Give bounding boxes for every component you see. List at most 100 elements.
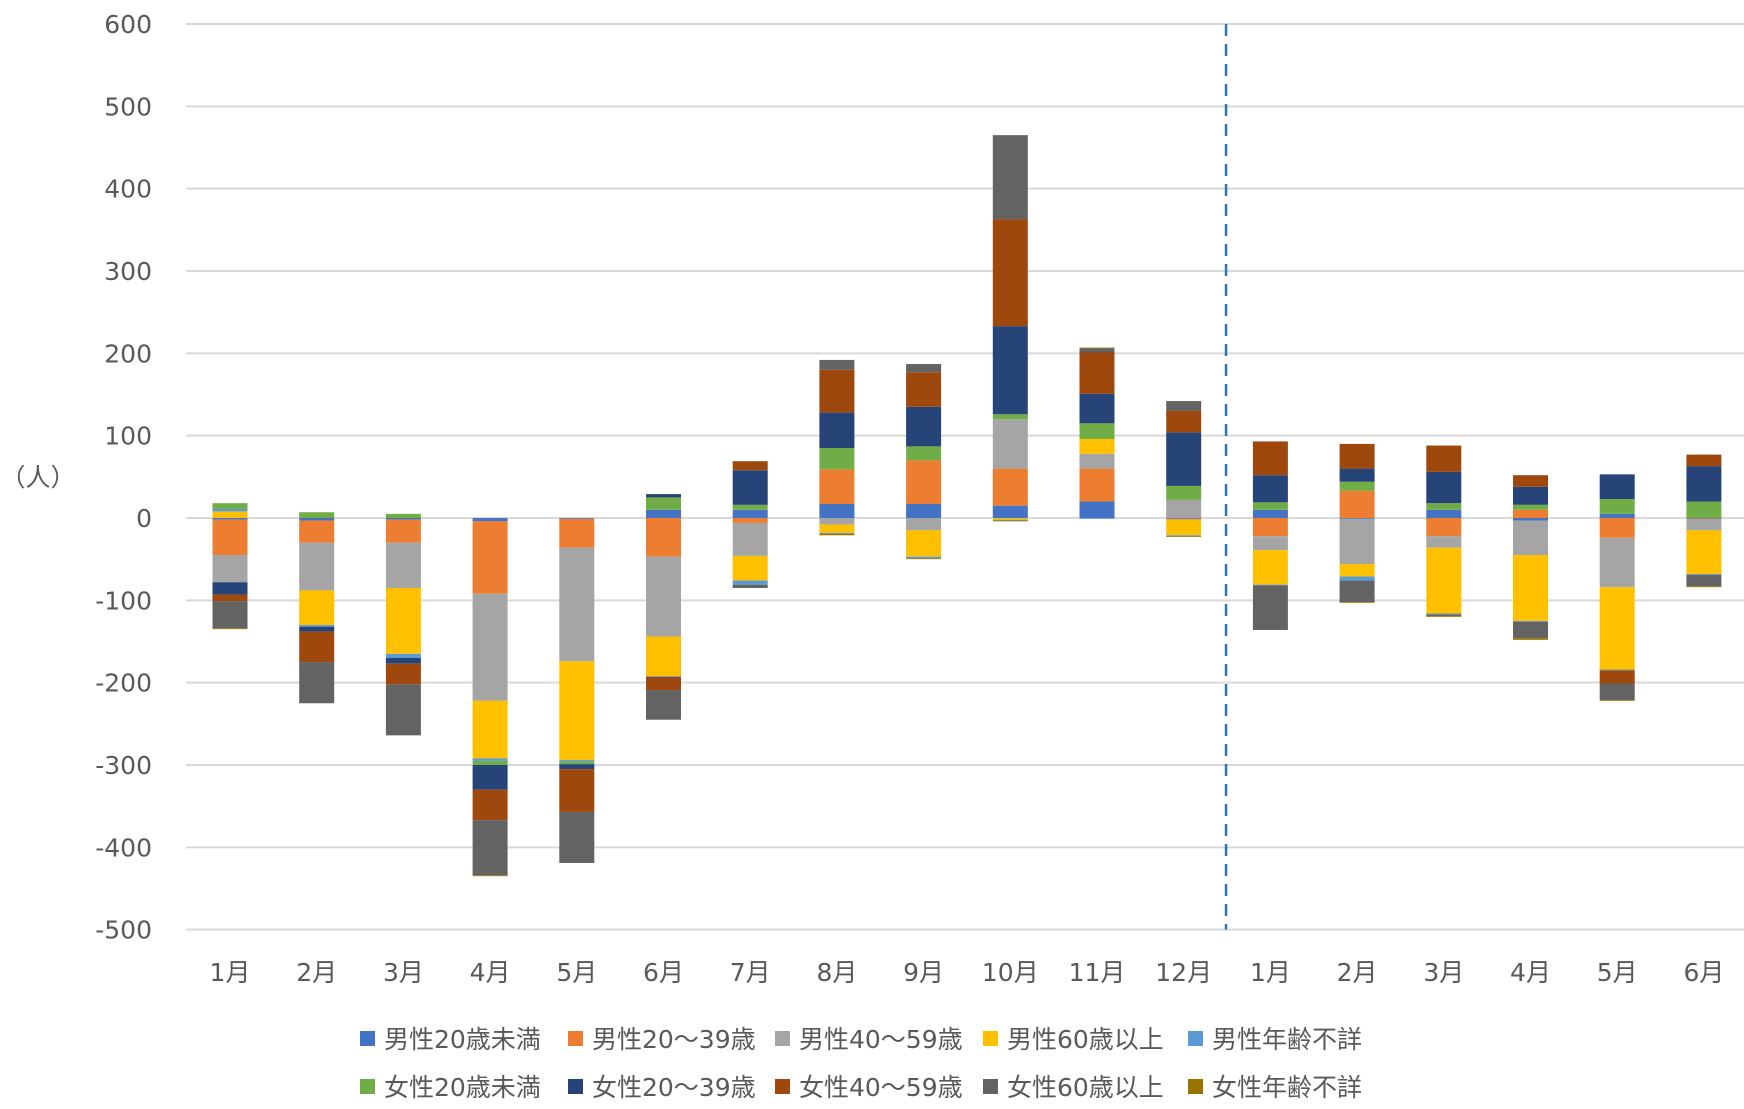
bar-segment (559, 518, 595, 548)
bar-segment (299, 520, 335, 543)
bar-segment (385, 513, 421, 518)
bar-segment (212, 503, 248, 509)
x-tick-label: 7月 (730, 958, 771, 987)
bar-segment (472, 789, 508, 821)
x-tick-label: 6月 (643, 958, 684, 987)
bar-segment (646, 509, 681, 518)
bar-segment (559, 661, 595, 761)
bar-segment (299, 626, 335, 632)
bar-segment (992, 326, 1028, 415)
bar-segment (299, 631, 335, 663)
bar-segment (819, 369, 855, 413)
y-tick-label: -500 (95, 916, 152, 945)
bar-segment (1599, 513, 1635, 518)
bar-segment (1252, 584, 1288, 586)
y-tick-label: -400 (95, 833, 152, 862)
legend-swatch (983, 1079, 998, 1094)
bar-segment (212, 519, 248, 556)
bar-segment (1426, 615, 1462, 617)
bar-segment (646, 636, 681, 677)
bar-segment (299, 518, 335, 521)
bar-segment (1599, 499, 1635, 514)
legend-swatch (1188, 1031, 1203, 1046)
legend-label: 男性60歳以上 (1007, 1025, 1164, 1054)
bar-segment (1426, 471, 1462, 504)
bar-segment (385, 657, 421, 664)
bar-segment (819, 532, 855, 534)
y-tick-label: -300 (95, 751, 152, 780)
bar-segment (646, 676, 681, 691)
bar-segment (819, 448, 855, 470)
bar-segment (299, 542, 335, 591)
x-tick-label: 9月 (903, 958, 944, 987)
bar-segment (1079, 518, 1115, 519)
bar-segment (299, 662, 335, 704)
bar-segment (1079, 347, 1115, 349)
bar-segment (1426, 613, 1462, 615)
bar-segment (732, 518, 768, 523)
bar-segment (1426, 614, 1462, 616)
bar-segment (646, 690, 681, 720)
bar-segment (1166, 519, 1202, 536)
x-tick-label: 1月 (210, 958, 251, 987)
bar-segment (385, 519, 421, 543)
bar-segment (1166, 535, 1202, 537)
legend-label: 男性年齢不詳 (1212, 1025, 1362, 1054)
bar-segment (299, 512, 335, 518)
bar-segment (472, 875, 508, 877)
legend-label: 女性年齢不詳 (1212, 1073, 1362, 1102)
bar-segment (559, 764, 595, 770)
bar-segment (1513, 518, 1548, 521)
legend-swatch (1188, 1079, 1203, 1094)
bar-segment (385, 518, 421, 520)
bar-segment (732, 461, 768, 471)
bar-segment (906, 530, 942, 557)
bar-segment (992, 414, 1028, 420)
bar-segment (559, 811, 595, 863)
legend-swatch (360, 1079, 375, 1094)
bar-segment (992, 419, 1028, 469)
y-tick-label: 500 (104, 92, 152, 121)
legend-swatch (568, 1031, 583, 1046)
bar-segment (992, 518, 1028, 520)
bar-segment (906, 460, 942, 505)
bar-segment (646, 494, 681, 498)
bar-segment (1513, 509, 1548, 518)
legend-swatch (568, 1079, 583, 1094)
bar-segment (1599, 474, 1635, 500)
bar-segment (1513, 621, 1548, 639)
y-tick-label: -100 (95, 586, 152, 615)
bar-segment (992, 135, 1028, 220)
bar-segment (1252, 536, 1288, 551)
bar-segment (385, 542, 421, 588)
bar-segment (1686, 574, 1722, 587)
y-tick-label: 100 (104, 422, 152, 451)
legend-swatch (983, 1031, 998, 1046)
bar-segment (1599, 587, 1635, 670)
bar-segment (212, 582, 248, 595)
bar-segment (472, 518, 508, 522)
bar-segment (992, 505, 1028, 518)
x-tick-label: 2月 (296, 958, 337, 987)
bar-segment (1686, 466, 1722, 502)
bar-segment (1252, 509, 1288, 518)
bar-segment (1079, 468, 1115, 502)
bar-segment (819, 524, 855, 533)
bar-segment (212, 628, 248, 630)
bar-segment (1513, 520, 1548, 556)
bar-segment (1513, 504, 1548, 510)
bar-segment (385, 653, 421, 658)
bar-segment (1079, 453, 1115, 469)
y-tick-label: 600 (104, 10, 152, 39)
x-tick-label: 5月 (1597, 958, 1638, 987)
bar-segment (472, 820, 508, 876)
bar-segment (1426, 503, 1462, 510)
x-tick-label: 2月 (1337, 958, 1378, 987)
bar-segment (1252, 550, 1288, 585)
bar-segment (1252, 502, 1288, 510)
bar-segment (819, 518, 855, 525)
x-tick-label: 1月 (1250, 958, 1291, 987)
bar-segment (1339, 468, 1375, 482)
bar-segment (1339, 601, 1375, 603)
